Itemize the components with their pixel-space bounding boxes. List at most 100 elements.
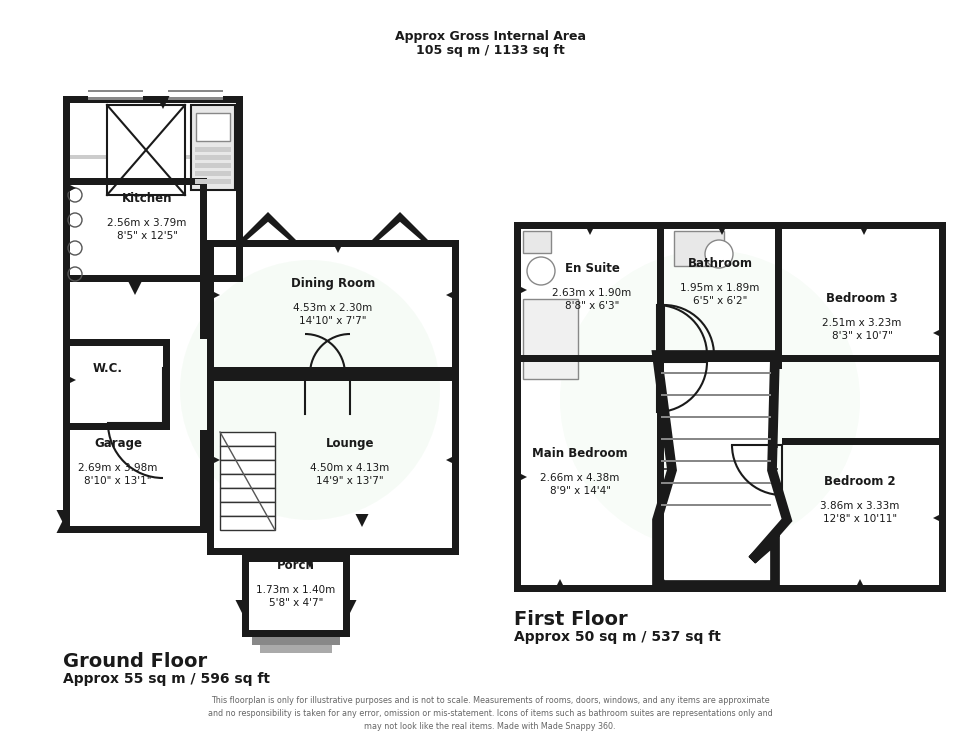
Bar: [220, 474, 275, 488]
Text: 14'9" x 13'7": 14'9" x 13'7": [317, 476, 384, 486]
Polygon shape: [583, 222, 597, 235]
Polygon shape: [356, 514, 368, 527]
Bar: [191, 105, 235, 190]
Polygon shape: [157, 96, 170, 109]
Polygon shape: [207, 289, 220, 302]
Bar: [664, 490, 778, 492]
Text: 2.51m x 3.23m: 2.51m x 3.23m: [822, 318, 902, 328]
Text: Lounge: Lounge: [325, 437, 374, 450]
Text: En Suite: En Suite: [564, 262, 619, 275]
Bar: [523, 231, 551, 253]
Polygon shape: [57, 520, 70, 533]
Bar: [661, 460, 771, 462]
Bar: [195, 147, 231, 152]
Bar: [242, 555, 249, 637]
Bar: [242, 555, 350, 637]
Polygon shape: [63, 182, 76, 194]
Bar: [661, 372, 771, 374]
Polygon shape: [933, 512, 946, 525]
Polygon shape: [57, 510, 70, 523]
Bar: [63, 96, 243, 103]
Text: 2.69m x 3.98m: 2.69m x 3.98m: [78, 463, 158, 473]
Bar: [63, 96, 70, 282]
Bar: [661, 438, 771, 440]
Polygon shape: [207, 453, 220, 467]
Bar: [63, 96, 243, 282]
Bar: [664, 222, 782, 362]
Bar: [207, 240, 214, 374]
Bar: [63, 526, 207, 533]
Bar: [252, 637, 340, 645]
Bar: [70, 526, 200, 529]
Bar: [195, 179, 231, 184]
Bar: [236, 96, 243, 282]
Bar: [207, 374, 459, 555]
Bar: [664, 355, 946, 362]
Circle shape: [180, 260, 440, 520]
Bar: [664, 424, 778, 426]
Bar: [220, 488, 275, 502]
Text: 8'8" x 6'3": 8'8" x 6'3": [564, 301, 619, 311]
Polygon shape: [240, 212, 296, 240]
Text: 14'10" x 7'7": 14'10" x 7'7": [299, 316, 367, 326]
Bar: [657, 222, 664, 369]
Text: First Floor: First Floor: [514, 610, 627, 629]
Bar: [939, 222, 946, 592]
Circle shape: [705, 240, 733, 268]
Bar: [220, 460, 275, 474]
Bar: [661, 394, 771, 396]
Polygon shape: [657, 355, 787, 585]
Text: 4.50m x 4.13m: 4.50m x 4.13m: [311, 463, 390, 473]
Text: 8'10" x 13'1": 8'10" x 13'1": [84, 476, 152, 486]
Bar: [195, 163, 231, 168]
Bar: [664, 402, 778, 404]
Text: Ground Floor: Ground Floor: [63, 652, 207, 671]
Text: 1.95m x 1.89m: 1.95m x 1.89m: [680, 283, 760, 293]
Text: W.C.: W.C.: [93, 362, 123, 375]
Text: 8'9" x 14'4": 8'9" x 14'4": [550, 486, 611, 496]
Polygon shape: [128, 282, 141, 295]
Text: Bedroom 2: Bedroom 2: [824, 475, 896, 488]
Bar: [661, 416, 771, 418]
Bar: [242, 555, 350, 562]
Bar: [163, 339, 170, 430]
Text: 2.56m x 3.79m: 2.56m x 3.79m: [108, 218, 186, 228]
Polygon shape: [715, 222, 728, 235]
Polygon shape: [344, 600, 357, 613]
Polygon shape: [235, 600, 249, 613]
Polygon shape: [63, 373, 76, 386]
Bar: [775, 222, 782, 369]
Bar: [220, 446, 275, 460]
Polygon shape: [514, 470, 527, 484]
Bar: [200, 430, 207, 533]
Bar: [207, 374, 459, 381]
Bar: [207, 240, 459, 374]
Text: Kitchen: Kitchen: [122, 192, 172, 205]
Bar: [452, 374, 459, 555]
Circle shape: [527, 257, 555, 285]
Bar: [514, 222, 946, 229]
Bar: [782, 222, 946, 445]
Bar: [657, 355, 664, 592]
Bar: [200, 275, 243, 282]
Bar: [664, 446, 778, 448]
Text: 2.66m x 4.38m: 2.66m x 4.38m: [540, 473, 619, 483]
Polygon shape: [554, 579, 566, 592]
Text: Main Bedroom: Main Bedroom: [532, 447, 628, 460]
Bar: [63, 339, 170, 346]
Text: Dining Room: Dining Room: [291, 277, 375, 290]
Bar: [195, 171, 231, 176]
Bar: [664, 362, 782, 592]
Text: 1.73m x 1.40m: 1.73m x 1.40m: [257, 585, 335, 595]
Bar: [260, 645, 332, 653]
Polygon shape: [858, 222, 870, 235]
Text: Approx Gross Internal Area: Approx Gross Internal Area: [395, 30, 585, 43]
Bar: [674, 231, 724, 266]
Bar: [63, 423, 170, 430]
Polygon shape: [331, 240, 345, 253]
Bar: [523, 299, 578, 379]
Bar: [195, 155, 231, 160]
Bar: [63, 178, 207, 185]
Bar: [220, 516, 275, 530]
Bar: [343, 555, 350, 637]
